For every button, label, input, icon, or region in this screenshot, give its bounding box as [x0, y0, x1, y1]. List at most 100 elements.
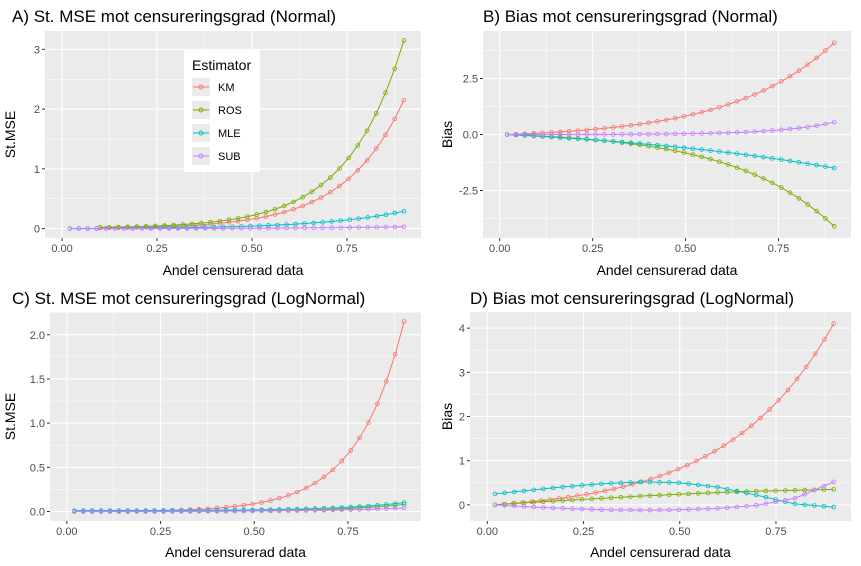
data-point-mle — [646, 142, 651, 147]
data-point-mle — [593, 137, 598, 143]
data-point-sub — [67, 226, 72, 231]
data-point-mle — [628, 140, 634, 146]
data-point-sub — [116, 509, 122, 514]
data-point-sub — [589, 507, 595, 512]
series-line-km — [100, 99, 405, 229]
data-point-sub — [715, 506, 720, 511]
data-point-ros — [550, 498, 556, 504]
data-point-mle — [266, 223, 271, 228]
data-point-sub — [512, 503, 517, 509]
data-point-sub — [392, 506, 398, 511]
data-point-mle — [708, 148, 713, 153]
legend-label-km: KM — [218, 82, 235, 94]
data-point-km — [384, 379, 389, 384]
data-point-mle — [823, 164, 828, 169]
data-point-mle — [792, 501, 798, 507]
series-line-mle — [507, 134, 835, 169]
data-point-ros — [724, 489, 730, 495]
data-point-mle — [802, 502, 807, 508]
data-point-sub — [549, 132, 554, 137]
data-point-km — [749, 423, 754, 429]
data-point-km — [348, 448, 353, 453]
data-point-km — [321, 474, 327, 480]
data-point-mle — [320, 219, 325, 225]
data-point-sub — [161, 509, 166, 514]
data-point-km — [684, 462, 690, 468]
data-point-km — [657, 473, 663, 479]
data-point-mle — [734, 488, 740, 494]
y-tick-label: 1 — [34, 164, 40, 176]
data-point-mle — [275, 222, 280, 228]
data-point-sub — [157, 226, 163, 231]
x-tick-label: 0.00 — [56, 526, 77, 538]
data-point-sub — [202, 226, 208, 231]
data-point-sub — [248, 225, 253, 231]
data-point-sub — [107, 509, 113, 514]
data-point-mle — [725, 150, 731, 155]
data-point-km — [303, 485, 309, 491]
plot-background — [50, 312, 421, 521]
data-point-sub — [85, 226, 91, 231]
data-point-km — [831, 321, 836, 327]
x-tick-label: 0.25 — [150, 526, 171, 538]
data-point-mle — [570, 483, 575, 489]
y-tick-label: 0.5 — [30, 462, 45, 474]
data-point-mle — [690, 146, 696, 151]
data-point-km — [584, 127, 590, 133]
data-point-km — [620, 484, 626, 490]
data-point-ros — [364, 128, 370, 133]
data-point-sub — [778, 127, 784, 133]
legend-marker-sub — [198, 153, 204, 159]
data-point-mle — [521, 488, 527, 494]
data-point-sub — [796, 125, 802, 131]
data-point-mle — [392, 210, 398, 216]
data-point-ros — [272, 206, 278, 212]
data-point-sub — [637, 131, 643, 137]
data-point-km — [529, 499, 534, 504]
data-point-km — [778, 79, 784, 84]
x-tick-label: 0.75 — [336, 243, 357, 255]
data-point-sub — [783, 497, 788, 503]
data-point-sub — [302, 225, 307, 231]
data-point-ros — [690, 152, 696, 157]
data-point-km — [666, 470, 672, 476]
data-point-ros — [796, 196, 802, 201]
data-point-ros — [734, 165, 740, 170]
data-point-km — [796, 68, 802, 73]
data-point-sub — [211, 226, 217, 231]
y-tick-label: 0 — [459, 500, 465, 512]
data-point-ros — [831, 487, 836, 492]
data-point-km — [602, 125, 607, 131]
data-point-ros — [541, 499, 546, 504]
data-point-ros — [752, 172, 758, 177]
data-point-km — [823, 48, 828, 53]
data-point-sub — [285, 508, 291, 513]
x-tick-label: 0.25 — [573, 526, 594, 538]
data-point-km — [794, 376, 800, 382]
data-point-mle — [744, 490, 749, 496]
data-point-sub — [232, 508, 238, 514]
data-point-sub — [184, 226, 190, 231]
data-point-km — [285, 493, 291, 498]
data-point-km — [813, 351, 818, 357]
data-point-ros — [254, 212, 259, 217]
data-point-mle — [686, 481, 691, 487]
data-point-sub — [708, 130, 713, 136]
data-point-km — [401, 319, 407, 324]
data-point-ros — [560, 498, 566, 503]
data-point-sub — [130, 226, 136, 231]
data-point-mle — [338, 218, 343, 223]
data-point-ros — [291, 199, 296, 205]
data-point-km — [593, 126, 598, 132]
data-point-sub — [239, 225, 244, 231]
data-point-sub — [347, 225, 353, 230]
data-point-km — [803, 364, 809, 370]
legend-label-mle: MLE — [218, 128, 241, 140]
data-point-mle — [761, 154, 766, 160]
data-point-mle — [348, 504, 353, 510]
data-point-sub — [761, 128, 766, 134]
data-point-mle — [695, 482, 701, 488]
data-point-ros — [245, 214, 250, 219]
data-point-km — [294, 489, 300, 495]
data-point-ros — [655, 145, 660, 150]
